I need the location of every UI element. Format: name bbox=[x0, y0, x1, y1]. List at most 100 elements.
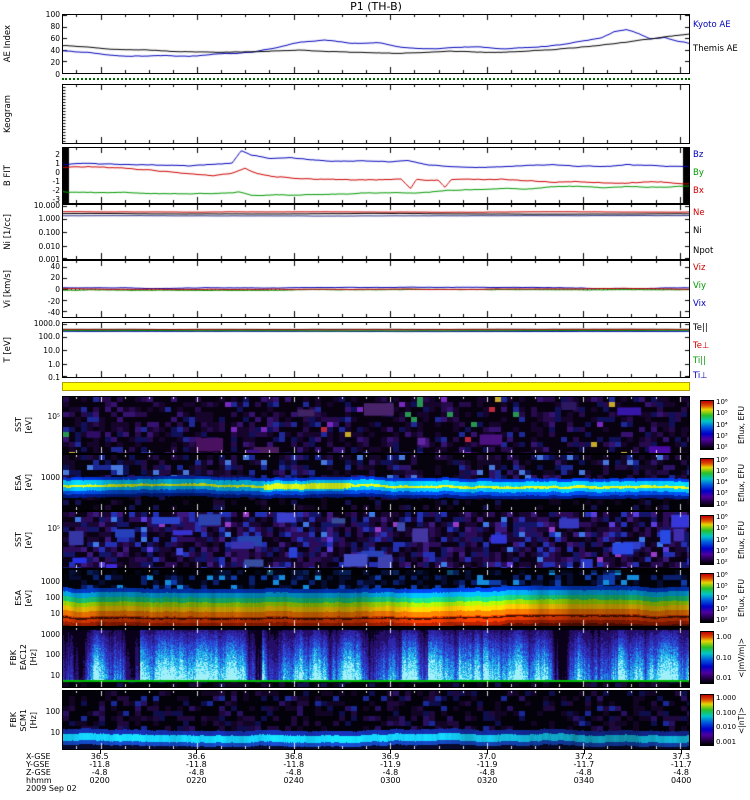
legend-bx: Bx bbox=[693, 186, 704, 196]
axis-value: -11.8 bbox=[186, 760, 207, 769]
y-tick-label: 100 bbox=[45, 10, 60, 19]
colorbar-tick-label: 10⁶ bbox=[716, 456, 728, 465]
colorbar-tick-label: 0.100 bbox=[716, 708, 737, 717]
panel-ae-index bbox=[62, 14, 690, 74]
colorbar-tick-label: 10⁴ bbox=[716, 535, 728, 544]
colorbar-tick-label: 10⁴ bbox=[716, 593, 728, 602]
dotted-divider bbox=[62, 78, 690, 80]
axis-value: -4.8 bbox=[479, 768, 495, 777]
axis-value: 0240 bbox=[283, 776, 304, 785]
bottom-axis-tick bbox=[681, 750, 682, 754]
colorbar-esa-electrons bbox=[700, 573, 714, 623]
page-title: P1 (TH-B) bbox=[350, 0, 402, 13]
y-tick-label: -1 bbox=[52, 177, 60, 187]
axis-value: 0320 bbox=[476, 776, 498, 785]
y-tick-label: 0.100 bbox=[38, 228, 60, 237]
colorbar-label-fbk-eac12: <|mV/m|> bbox=[736, 637, 746, 678]
b-fit-axis-title: B FIT bbox=[3, 164, 13, 187]
panel-density bbox=[62, 204, 690, 260]
colorbar-fbk-eac12 bbox=[700, 631, 714, 684]
panel-esa-ions bbox=[62, 454, 690, 511]
axis-value: -11.8 bbox=[89, 760, 111, 769]
velocity-canvas bbox=[63, 261, 689, 317]
axis-value: 36.5 bbox=[90, 752, 109, 761]
esa-ions-spectrogram-canvas bbox=[63, 455, 689, 510]
colorbar-label-sst-ions: Eflux, EFU bbox=[736, 406, 746, 444]
panel-velocity bbox=[62, 260, 690, 318]
colorbar-tick-label: 10⁵ bbox=[716, 409, 728, 418]
legend-ne: Ne bbox=[693, 208, 705, 218]
axis-value: 0200 bbox=[89, 776, 110, 785]
colorbar-tick-label: 0.010 bbox=[716, 723, 737, 731]
legend-by: By bbox=[693, 168, 704, 178]
b-fit-canvas bbox=[63, 148, 689, 203]
y-tick-label: 1000 bbox=[40, 472, 60, 482]
colorbar-sst-ions bbox=[700, 400, 714, 450]
y-tick-label: 10 bbox=[50, 609, 60, 619]
y-tick-label: -40 bbox=[47, 308, 60, 318]
colorbar-tick-label: 10² bbox=[716, 615, 728, 624]
axis-value: 0400 bbox=[671, 776, 692, 785]
axis-value: -11.8 bbox=[283, 760, 305, 769]
axis-value: -11.9 bbox=[380, 760, 401, 769]
axis-value: -4.8 bbox=[188, 768, 205, 777]
y-tick-label: -2 bbox=[52, 186, 60, 196]
colorbar-tick-label: 10⁴ bbox=[716, 478, 728, 487]
y-tick-label: 0.001 bbox=[38, 254, 60, 264]
panel-fbk-eac12 bbox=[62, 627, 690, 688]
y-tick-label: 40 bbox=[50, 261, 60, 271]
axis-value: -11.7 bbox=[670, 760, 692, 769]
y-tick-label: 1000 bbox=[40, 630, 60, 640]
colorbar-tick-label: 10³ bbox=[716, 546, 728, 555]
axis-value: -4.8 bbox=[576, 768, 592, 777]
panel-temperature bbox=[62, 322, 690, 378]
axis-value: 36.8 bbox=[284, 752, 303, 761]
y-tick-label: 10⁵ bbox=[47, 412, 60, 422]
colorbar-tick-label: 10⁶ bbox=[716, 571, 728, 580]
colorbar-tick-label: 10⁴ bbox=[716, 420, 728, 429]
colorbar-tick-label: 10⁵ bbox=[716, 467, 728, 476]
colorbar-tick-label: 0.10 bbox=[716, 653, 732, 662]
bottom-axis-tick bbox=[196, 750, 197, 754]
colorbar-label-sst-electrons: Eflux, EFU bbox=[736, 521, 746, 559]
panel-esa-electrons bbox=[62, 569, 690, 627]
colorbar-tick-label: 10² bbox=[716, 442, 728, 451]
y-tick-label: 60 bbox=[50, 34, 60, 43]
y-tick-label: 0 bbox=[55, 285, 60, 294]
axis-value: 0340 bbox=[573, 776, 595, 785]
legend-viy: Viy bbox=[693, 281, 707, 291]
panel-sst-ions bbox=[62, 396, 690, 454]
density-axis-title: Ni [1/cc] bbox=[3, 214, 13, 250]
axis-value: -4.8 bbox=[285, 768, 302, 777]
panel-b-fit bbox=[62, 147, 690, 204]
sst-electrons-label: SST [eV] bbox=[13, 531, 33, 549]
axis-value: 37.0 bbox=[478, 752, 497, 761]
legend-themis-ae: Themis AE bbox=[693, 44, 738, 54]
legend-ni: Ni bbox=[693, 226, 702, 236]
axis-value: 37.2 bbox=[574, 752, 593, 761]
y-tick-label: 1000 bbox=[40, 576, 60, 586]
legend-kyoto-ae: Kyoto AE bbox=[693, 20, 731, 30]
colorbar-label-esa-electrons: Eflux, EFU bbox=[736, 579, 746, 617]
esa-ions-label: ESA [eV] bbox=[13, 474, 33, 491]
y-tick-label: 1 bbox=[55, 159, 60, 169]
bottom-axis-tick bbox=[487, 750, 488, 754]
sst-electrons-spectrogram-canvas bbox=[63, 512, 689, 568]
velocity-axis-title: Vi [km/s] bbox=[3, 270, 13, 308]
keogram-canvas bbox=[63, 85, 689, 143]
colorbar-tick-label: 10² bbox=[716, 557, 728, 566]
y-tick-label: 0.1 bbox=[48, 372, 60, 382]
y-tick-label: 100 bbox=[45, 707, 60, 716]
colorbar-fbk-scm1 bbox=[700, 694, 714, 746]
temperature-canvas bbox=[63, 323, 689, 377]
y-tick-label: 2 bbox=[55, 150, 60, 160]
bottom-axis-tick bbox=[390, 750, 391, 754]
colorbar-tick-label: 1.000 bbox=[716, 694, 737, 702]
quality-flag-bar bbox=[62, 382, 690, 391]
axis-value: -11.7 bbox=[573, 760, 595, 769]
y-tick-label: 100 bbox=[45, 650, 60, 660]
colorbar-esa-ions bbox=[700, 458, 714, 507]
y-tick-label: 10 bbox=[50, 728, 60, 737]
colorbar-tick-label: 0.01 bbox=[716, 673, 732, 682]
